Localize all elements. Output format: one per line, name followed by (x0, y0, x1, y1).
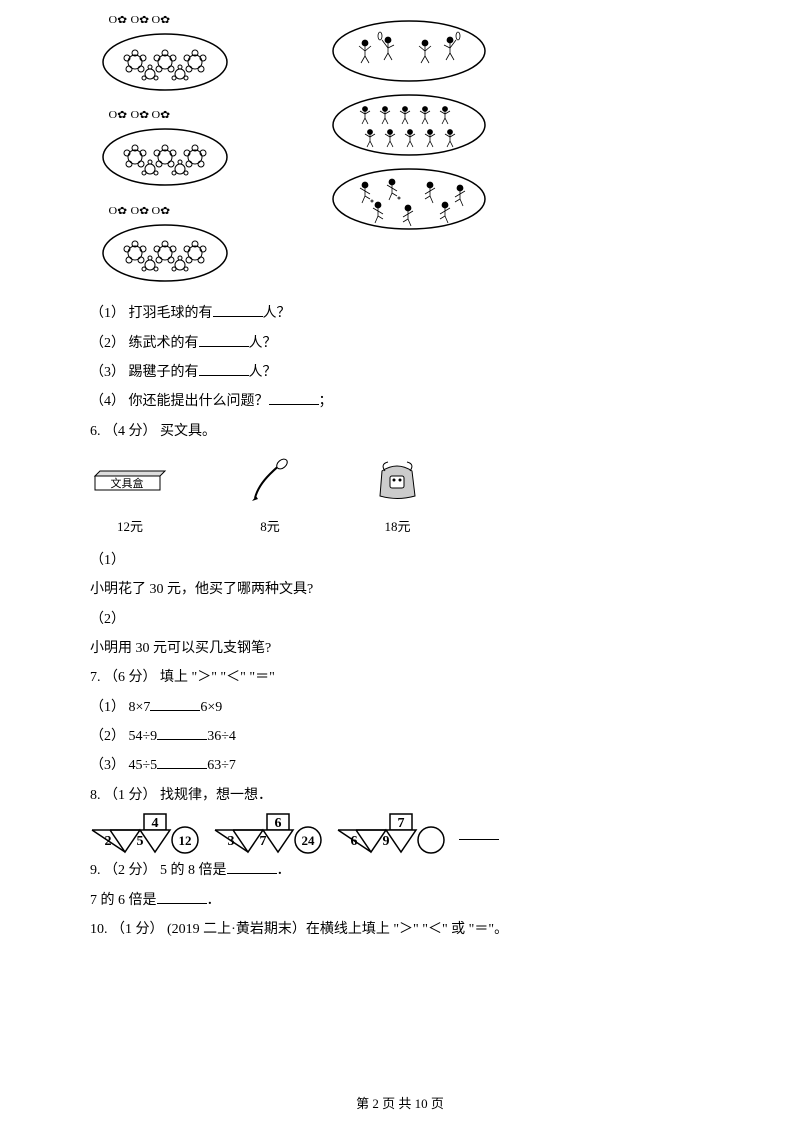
q6-sub2-num: （2） (90, 605, 710, 634)
q7-3-right: 63÷7 (207, 758, 236, 773)
q5-2-text: （2） 练武术的有 (90, 336, 199, 351)
q9-line2-end: ． (207, 893, 221, 908)
pattern-group-1: 4 2 5 12 (90, 812, 208, 854)
q6-sub1-num: （1） (90, 546, 710, 575)
blank[interactable] (150, 697, 200, 711)
pencilbox-price: 12元 (90, 513, 170, 540)
pattern-group-3: 7 6 9 (336, 812, 454, 854)
fish-icon: O✿ (130, 105, 149, 126)
q5-2-end: 人？ (249, 336, 277, 351)
q5-3-text: （3） 踢毽子的有 (90, 365, 199, 380)
svg-text:7: 7 (260, 834, 267, 849)
fish-icon: O✿ (108, 10, 127, 31)
oval-flowers-2: O✿ O✿ O✿ (100, 105, 230, 198)
flower-oval-svg (100, 127, 230, 187)
q6-sub2-text: 小明用 30 元可以买几支钢笔? (90, 634, 710, 663)
pattern-group-2: 6 3 7 24 (213, 812, 331, 854)
svg-text:文具盒: 文具盒 (111, 476, 144, 490)
pencilbox-item: 文具盒 12元 (90, 464, 170, 541)
svg-text:3: 3 (228, 834, 235, 849)
fish-icon: O✿ (130, 10, 149, 31)
blank[interactable] (199, 362, 249, 376)
flower-oval-svg (100, 223, 230, 283)
svg-text:6: 6 (275, 816, 282, 831)
fish-icon: O✿ (108, 105, 127, 126)
oval-flowers-3: O✿ O✿ O✿ (100, 201, 230, 294)
question-5-subquestions: （1） 打羽毛球的有人？ （2） 练武术的有人？ （3） 踢毽子的有人？ （4）… (90, 299, 710, 417)
svg-text:9: 9 (383, 834, 390, 849)
pen-item: 8元 (240, 456, 300, 541)
fish-icon: O✿ (152, 10, 171, 31)
badminton-oval (330, 18, 488, 84)
q7-2-right: 36÷4 (207, 729, 236, 744)
svg-text:5: 5 (137, 834, 144, 849)
q9-line2: 7 的 6 倍是 (90, 893, 157, 908)
left-oval-column: O✿ O✿ O✿ O✿ O✿ O✿ (100, 10, 230, 294)
q8-title: 8. （1 分） 找规律，想一想． (90, 781, 710, 810)
bag-item: 18元 (370, 456, 425, 541)
flower-oval-svg (100, 32, 230, 92)
q7-2-left: （2） 54÷9 (90, 729, 157, 744)
q10-title: 10. （1 分） (2019 二上·黄岩期末）在横线上填上 "＞" "＜" 或… (90, 915, 710, 944)
q5-1-text: （1） 打羽毛球的有 (90, 306, 213, 321)
q5-4-text: （4） 你还能提出什么问题？ (90, 394, 269, 409)
blank[interactable] (157, 755, 207, 769)
fish-icon: O✿ (152, 201, 171, 222)
stationery-images: 文具盒 12元 8元 18元 (90, 456, 710, 541)
pattern-shapes-row: 4 2 5 12 6 3 7 24 7 6 9 (90, 812, 710, 854)
svg-text:12: 12 (179, 833, 192, 848)
page-footer: 第 2 页 共 10 页 (0, 1090, 800, 1117)
right-oval-column (330, 18, 488, 232)
q5-1-end: 人？ (263, 306, 291, 321)
bag-icon (370, 456, 425, 504)
blank[interactable] (459, 826, 499, 840)
svg-text:7: 7 (398, 816, 405, 831)
pen-icon (240, 456, 300, 504)
q7-3-left: （3） 45÷5 (90, 758, 157, 773)
blank[interactable] (213, 303, 263, 317)
illustration-ovals-area: O✿ O✿ O✿ O✿ O✿ O✿ (90, 10, 710, 294)
pen-price: 8元 (240, 513, 300, 540)
q5-4-end: ； (319, 394, 333, 409)
blank[interactable] (157, 890, 207, 904)
oval-flowers-1: O✿ O✿ O✿ (100, 10, 230, 103)
pencilbox-icon: 文具盒 (90, 464, 170, 504)
martial-arts-oval (330, 92, 488, 158)
bag-price: 18元 (370, 513, 425, 540)
q6-sub1-text: 小明花了 30 元，他买了哪两种文具? (90, 575, 710, 604)
fish-icon: O✿ (152, 105, 171, 126)
q9-end: ． (277, 863, 291, 878)
blank[interactable] (227, 860, 277, 874)
q5-3-end: 人？ (249, 365, 277, 380)
svg-text:24: 24 (302, 833, 316, 848)
blank[interactable] (157, 726, 207, 740)
blank[interactable] (269, 391, 319, 405)
q6-title: 6. （4 分） 买文具。 (90, 417, 710, 446)
q7-title: 7. （6 分） 填上 "＞" "＜" "＝" (90, 663, 710, 692)
shuttlecock-oval (330, 166, 488, 232)
fish-icon: O✿ (130, 201, 149, 222)
fish-icon: O✿ (108, 201, 127, 222)
svg-text:6: 6 (351, 834, 358, 849)
svg-text:2: 2 (105, 834, 112, 849)
blank[interactable] (199, 333, 249, 347)
q7-1-right: 6×9 (200, 700, 222, 715)
q9-title: 9. （2 分） 5 的 8 倍是 (90, 863, 227, 878)
q7-1-left: （1） 8×7 (90, 700, 150, 715)
svg-text:4: 4 (152, 816, 159, 831)
